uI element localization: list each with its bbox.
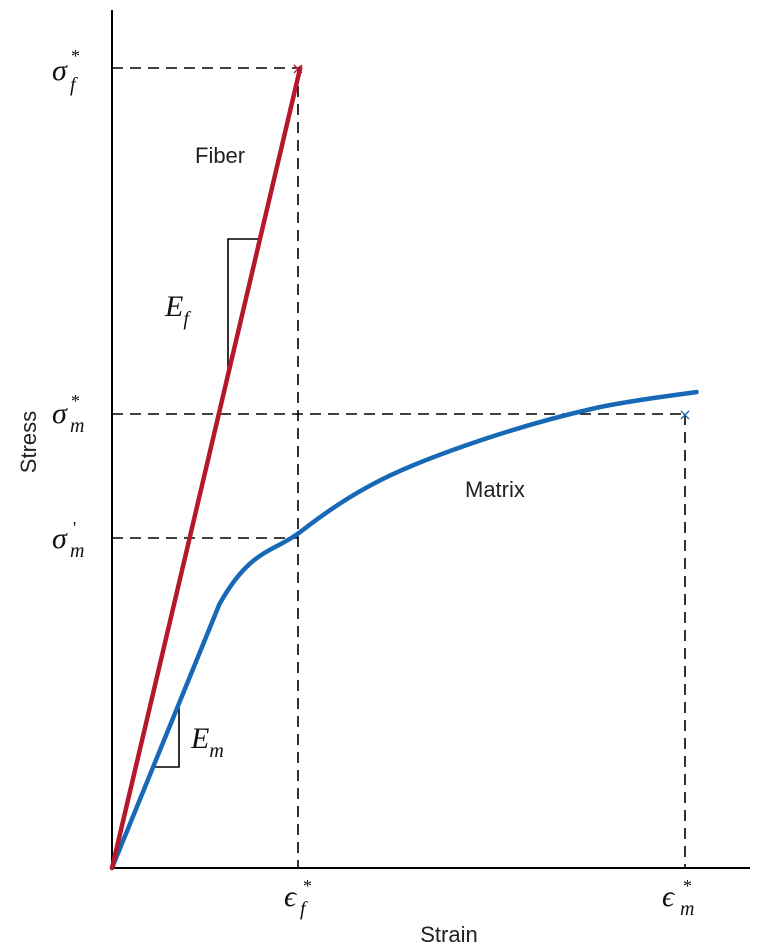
- fiber-fracture-mark: ×: [291, 59, 304, 78]
- svg-text:m: m: [70, 415, 84, 437]
- svg-text:*: *: [71, 46, 80, 66]
- svg-text:*: *: [71, 391, 80, 411]
- matrix-modulus-label: Em: [190, 722, 224, 762]
- svg-text:σ: σ: [52, 54, 68, 87]
- y-axis-title: Stress: [16, 411, 41, 473]
- fiber-modulus-label: Ef: [164, 290, 191, 330]
- svg-text:σ: σ: [52, 522, 68, 555]
- eps-m-star-tick-label: ϵ * m: [662, 876, 694, 920]
- svg-text:f: f: [70, 74, 78, 96]
- svg-text:σ: σ: [52, 397, 68, 430]
- matrix-slope-triangle: [155, 703, 180, 768]
- matrix-curve: [109, 389, 699, 871]
- sigma-m-star-tick-label: σ * m: [52, 391, 84, 437]
- svg-text:f: f: [300, 898, 308, 920]
- fiber-curve: [109, 65, 303, 871]
- fiber-series-label: Fiber: [195, 143, 245, 168]
- svg-text:*: *: [683, 876, 692, 896]
- fiber-slope-triangle: [227, 238, 260, 372]
- matrix-series-label: Matrix: [465, 477, 525, 502]
- sigma-f-star-tick-label: σ * f: [52, 46, 80, 96]
- eps-f-star-tick-label: ϵ * f: [284, 876, 312, 920]
- svg-text:m: m: [680, 898, 694, 920]
- sigma-m-prime-tick-label: σ ' m: [52, 518, 84, 562]
- svg-text:m: m: [70, 540, 84, 562]
- x-axis-title: Strain: [420, 922, 477, 947]
- svg-text:*: *: [303, 876, 312, 896]
- svg-text:ϵ: ϵ: [662, 880, 676, 913]
- svg-text:ϵ: ϵ: [284, 880, 298, 913]
- matrix-fracture-mark: ×: [678, 405, 691, 424]
- svg-text:': ': [73, 518, 76, 538]
